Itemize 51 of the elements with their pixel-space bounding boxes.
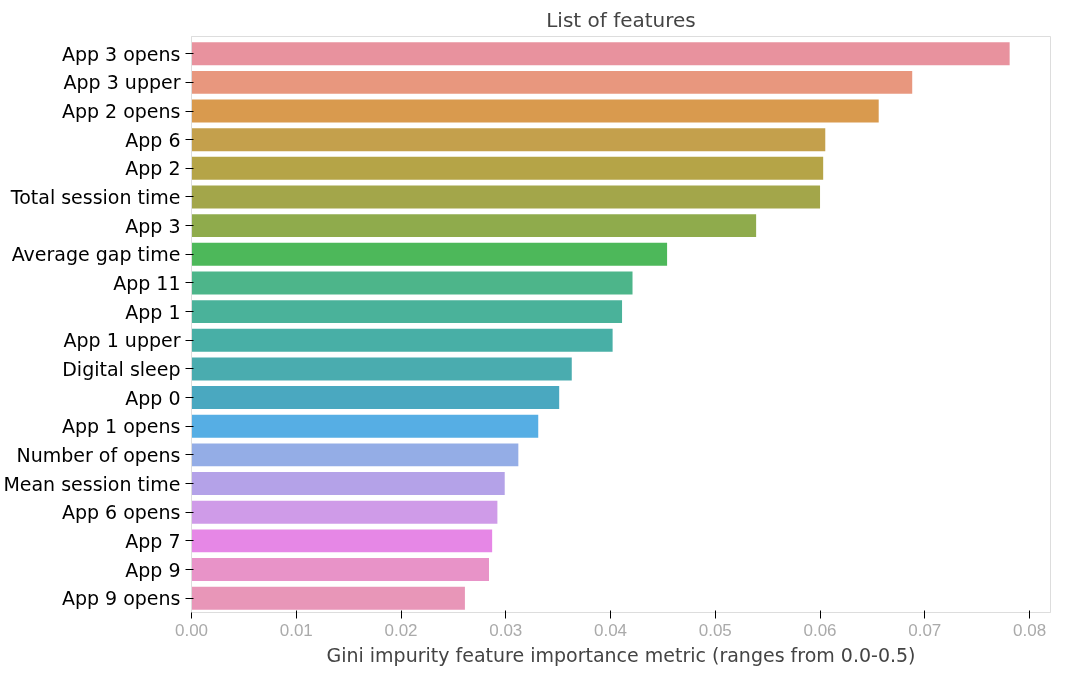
- x-tick-label: 0.07: [908, 620, 942, 640]
- y-tick-label: App 0: [125, 386, 181, 409]
- y-tick-label: App 2 opens: [61, 100, 181, 123]
- x-tick-label: 0.05: [698, 620, 732, 640]
- bar: [191, 443, 519, 467]
- x-tick-label: 0.00: [174, 620, 209, 640]
- x-tick-label: 0.08: [1013, 620, 1047, 640]
- x-tick-label: 0.02: [384, 620, 418, 640]
- bar: [191, 386, 560, 410]
- bar: [191, 128, 826, 152]
- x-tick-label: 0.04: [593, 620, 628, 640]
- bar: [191, 156, 824, 180]
- y-tick-label: Average gap time: [11, 243, 181, 266]
- bar: [191, 42, 1010, 66]
- y-tick-label: App 11: [113, 271, 181, 294]
- x-tick-label: 0.06: [803, 620, 837, 640]
- y-tick-label: App 2: [125, 157, 181, 180]
- y-tick-label: Mean session time: [3, 472, 181, 495]
- y-tick-label: App 1: [125, 300, 181, 323]
- bar: [191, 529, 493, 553]
- chart-title: List of features: [546, 7, 696, 32]
- y-tick-label: App 3: [125, 214, 181, 237]
- x-axis-title: Gini impurity feature importance metric (ranges from 0.0-0.5): [326, 643, 916, 666]
- y-tick-label: App 9 opens: [61, 587, 181, 610]
- y-tick-label: App 3 upper: [63, 71, 181, 94]
- bar: [191, 214, 757, 238]
- y-tick-label: App 3 opens: [61, 42, 181, 65]
- bar: [191, 242, 668, 266]
- x-tick-label: 0.03: [489, 620, 523, 640]
- bar: [191, 558, 490, 581]
- y-tick-label: App 1 upper: [63, 329, 181, 352]
- y-tick-label: Digital sleep: [62, 357, 181, 380]
- bar: [191, 185, 821, 209]
- y-tick-label: Total session time: [9, 185, 181, 208]
- bar: [191, 99, 879, 123]
- bar: [191, 357, 572, 381]
- bar: [191, 586, 465, 610]
- bar: [191, 328, 613, 352]
- y-tick-label: App 9: [125, 558, 181, 581]
- bar: [191, 414, 539, 438]
- y-tick-label: App 1 opens: [61, 415, 181, 438]
- y-tick-label: Number of opens: [16, 443, 181, 466]
- x-tick-label: 0.01: [279, 620, 313, 640]
- y-tick-label: App 6 opens: [61, 501, 181, 524]
- bar: [191, 70, 913, 94]
- bar: [191, 300, 623, 324]
- bar: [191, 472, 505, 496]
- bar: [191, 500, 498, 524]
- y-tick-label: App 6: [125, 128, 181, 151]
- y-tick-label: App 7: [125, 529, 181, 552]
- bar: [191, 271, 633, 295]
